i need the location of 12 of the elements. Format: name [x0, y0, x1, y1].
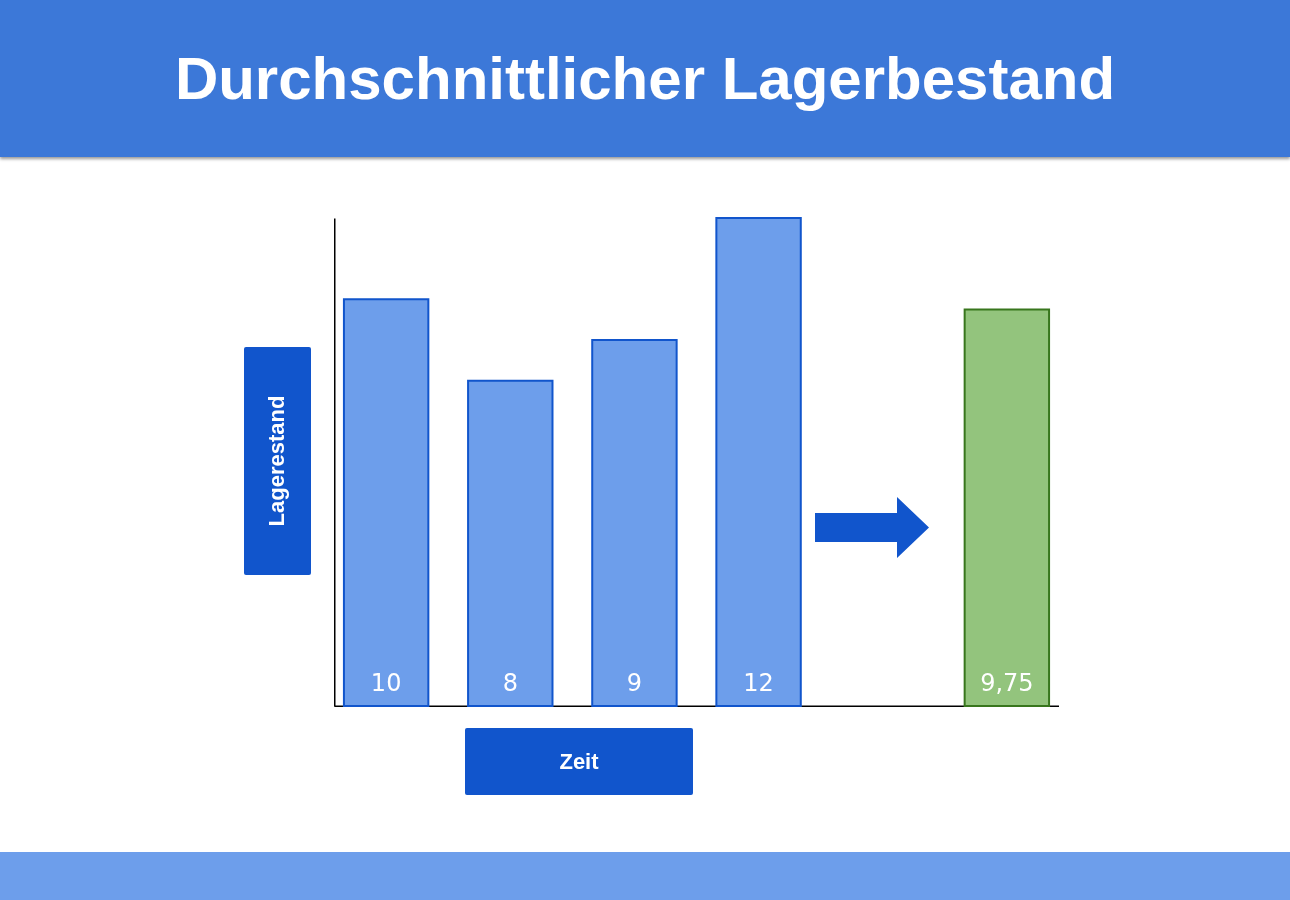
- data-label: 10: [370, 669, 402, 697]
- y-axis-title: Lagerestand: [264, 395, 291, 527]
- chart-title: Durchschnittlicher Lagerbestand: [0, 0, 1290, 157]
- x-axis-title: Zeit: [465, 728, 693, 795]
- bar: [342, 298, 430, 707]
- bar: [715, 217, 802, 707]
- data-label: 8: [502, 669, 518, 697]
- data-label: 9,75: [980, 669, 1034, 697]
- bar: [467, 379, 554, 707]
- bar: [591, 339, 678, 707]
- data-label: 9: [626, 669, 643, 697]
- data-label: 12: [743, 669, 774, 697]
